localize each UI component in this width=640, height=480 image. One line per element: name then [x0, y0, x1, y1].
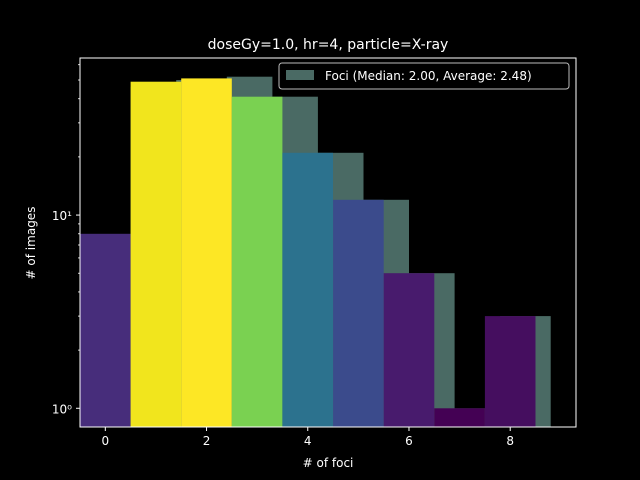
histogram-bar-0 [80, 233, 131, 427]
histogram-bar-1 [130, 81, 182, 427]
x-axis: 0 2 4 6 8 [101, 427, 514, 448]
x-tick-label: 4 [304, 434, 312, 448]
x-axis-label: # of foci [303, 456, 354, 470]
histogram-bar-6 [383, 273, 435, 427]
plot-frame [79, 57, 577, 428]
x-tick-label: 2 [203, 434, 211, 448]
legend-swatch [286, 70, 314, 80]
foreground-bars [80, 78, 536, 428]
legend-entry: Foci (Median: 2.00, Average: 2.48) [325, 69, 532, 83]
histogram-bar-2 [181, 78, 232, 428]
x-tick-label: 8 [506, 434, 514, 448]
histogram-bar-7 [434, 408, 485, 427]
chart-title: doseGy=1.0, hr=4, particle=X-ray [208, 37, 449, 53]
histogram-bar-5 [333, 199, 384, 427]
histogram-bar-4 [282, 152, 333, 428]
y-tick-label: 10¹ [52, 209, 72, 223]
x-tick-label: 6 [405, 434, 413, 448]
y-axis: 10⁰ 10¹ [52, 64, 80, 416]
y-axis-label: # of images [24, 207, 38, 280]
histogram-bar-8 [484, 316, 536, 427]
legend-box [278, 62, 570, 90]
legend: Foci (Median: 2.00, Average: 2.48) [278, 62, 570, 90]
y-tick-label: 10⁰ [52, 402, 72, 416]
histogram-bar-3 [231, 96, 283, 427]
x-tick-label: 0 [101, 434, 109, 448]
